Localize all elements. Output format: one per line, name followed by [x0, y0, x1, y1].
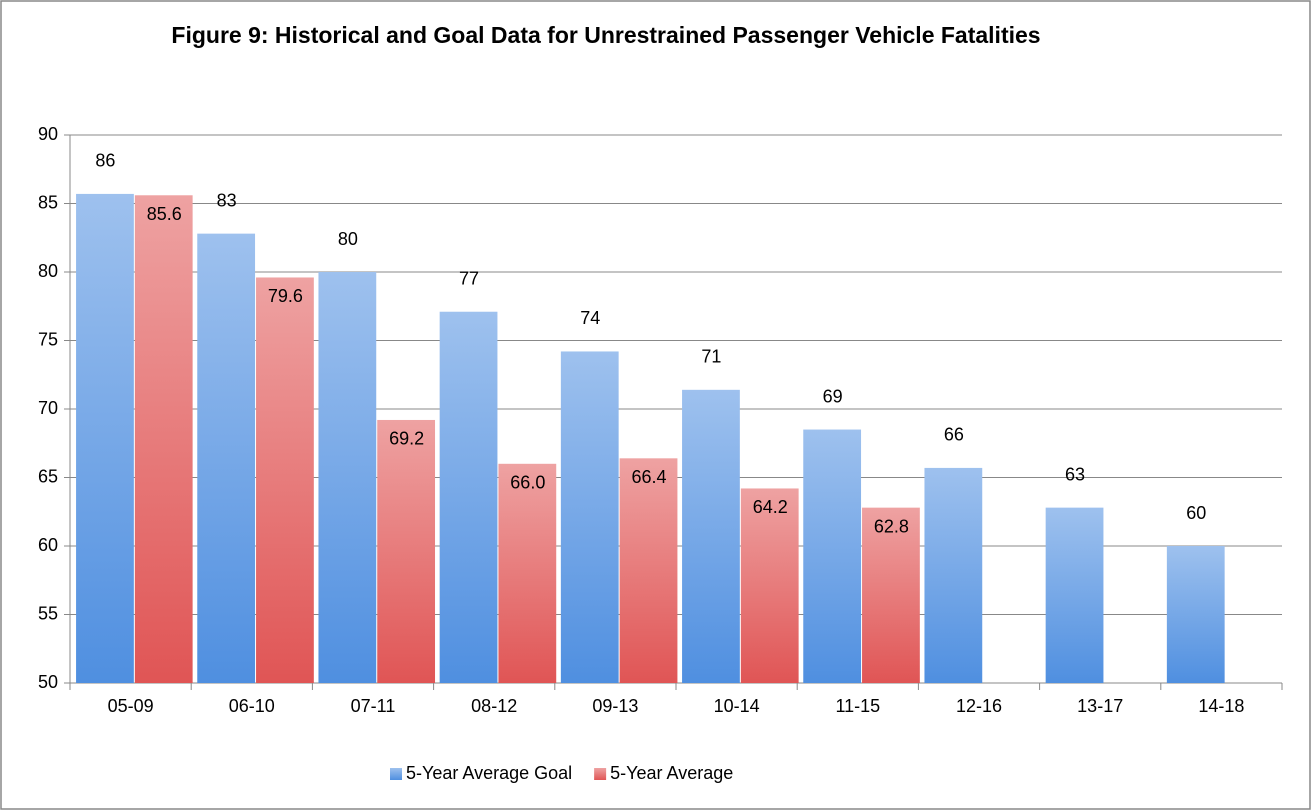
bar [740, 488, 799, 683]
x-tick-label: 08-12 [471, 696, 517, 716]
y-tick-label: 50 [38, 672, 58, 692]
x-tick-label: 10-14 [714, 696, 760, 716]
y-tick-label: 90 [38, 124, 58, 144]
bar [76, 193, 134, 683]
x-tick-label: 13-17 [1077, 696, 1123, 716]
data-label: 60 [1186, 503, 1206, 523]
x-tick-label: 09-13 [592, 696, 638, 716]
bar [682, 389, 740, 683]
data-label: 69 [823, 386, 843, 406]
data-label: 86 [95, 151, 115, 171]
bar [1166, 546, 1225, 683]
y-tick-label: 70 [38, 398, 58, 418]
y-tick-label: 55 [38, 603, 58, 623]
bar [803, 429, 862, 683]
data-label: 85.6 [147, 204, 182, 224]
x-tick-label: 06-10 [229, 696, 275, 716]
x-tick-label: 05-09 [108, 696, 154, 716]
x-tick-label: 11-15 [835, 696, 880, 716]
data-label: 62.8 [874, 516, 909, 536]
bar [498, 463, 557, 683]
legend-label: 5-Year Average [610, 763, 733, 783]
bar [197, 233, 256, 683]
data-label: 66 [944, 425, 964, 445]
data-label: 83 [217, 190, 237, 210]
data-label: 64.2 [753, 497, 788, 517]
data-label: 63 [1065, 464, 1085, 484]
bar [560, 351, 619, 683]
legend-swatch [390, 768, 402, 780]
bar [924, 467, 983, 683]
x-tick-label: 07-11 [351, 696, 396, 716]
chart-title: Figure 9: Historical and Goal Data for U… [171, 22, 1041, 48]
data-label: 80 [338, 229, 358, 249]
y-tick-label: 80 [38, 261, 58, 281]
bar [439, 311, 498, 683]
data-label: 77 [459, 268, 479, 288]
bar [256, 277, 314, 683]
bar [1045, 507, 1104, 683]
y-tick-label: 60 [38, 535, 58, 555]
data-label: 71 [701, 347, 721, 367]
x-tick-label: 14-18 [1198, 696, 1244, 716]
bar [862, 507, 920, 683]
legend-label: 5-Year Average Goal [406, 763, 572, 783]
y-tick-label: 85 [38, 192, 58, 212]
data-label: 66.0 [510, 473, 545, 493]
bar [619, 458, 678, 683]
data-label: 69.2 [389, 429, 424, 449]
bar [134, 195, 193, 683]
data-label: 79.6 [268, 286, 303, 306]
data-label: 74 [580, 308, 600, 328]
x-tick-label: 12-16 [956, 696, 1002, 716]
y-tick-label: 65 [38, 466, 58, 486]
legend-swatch [594, 768, 607, 780]
bar [377, 419, 436, 683]
y-tick-label: 75 [38, 329, 58, 349]
bar [318, 272, 377, 683]
data-label: 66.4 [632, 467, 667, 487]
